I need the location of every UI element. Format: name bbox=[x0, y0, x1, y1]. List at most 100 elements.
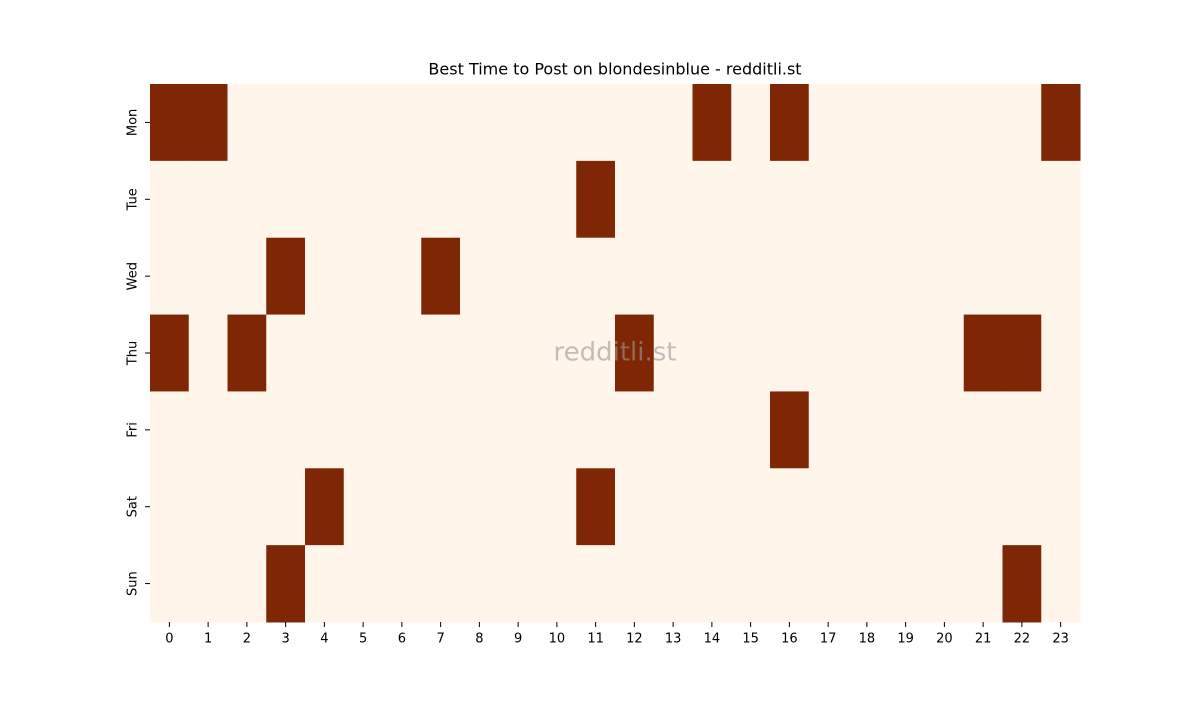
heatmap-cell bbox=[343, 545, 383, 623]
heatmap-cell bbox=[653, 237, 693, 316]
heatmap-cell bbox=[731, 314, 771, 392]
heatmap-cell bbox=[537, 391, 577, 469]
heatmap-cell bbox=[925, 84, 965, 162]
heatmap-cell bbox=[692, 314, 732, 392]
heatmap-cell bbox=[150, 84, 190, 162]
x-tick-label: 19 bbox=[897, 632, 914, 647]
heatmap-cell bbox=[1041, 468, 1081, 546]
x-tick-label: 11 bbox=[587, 632, 604, 647]
heatmap-cell bbox=[150, 545, 190, 623]
heatmap-cell bbox=[421, 391, 461, 469]
heatmap-cell bbox=[576, 391, 616, 469]
x-tick-label: 8 bbox=[475, 632, 483, 647]
heatmap-cell bbox=[847, 314, 887, 392]
heatmap-cell bbox=[576, 468, 616, 546]
heatmap-cell bbox=[498, 391, 538, 469]
heatmap-cell bbox=[498, 237, 538, 316]
heatmap-cell bbox=[925, 545, 965, 623]
y-tick-label: Thu bbox=[126, 341, 141, 366]
x-tick-label: 13 bbox=[665, 632, 682, 647]
heatmap-cell bbox=[537, 84, 577, 162]
heatmap-cell bbox=[343, 468, 383, 546]
heatmap-cell bbox=[770, 545, 810, 623]
heatmap-cell bbox=[963, 160, 1003, 239]
x-tick-label: 14 bbox=[704, 632, 721, 647]
y-tick-label: Fri bbox=[126, 422, 141, 438]
heatmap-cell bbox=[731, 160, 771, 239]
heatmap-cell bbox=[305, 237, 345, 316]
x-tick-label: 10 bbox=[549, 632, 566, 647]
heatmap-cell bbox=[615, 84, 655, 162]
y-tick-label: Sat bbox=[126, 496, 141, 517]
heatmap-cell bbox=[731, 237, 771, 316]
heatmap-cell bbox=[925, 391, 965, 469]
heatmap-cell bbox=[150, 468, 190, 546]
heatmap-cell bbox=[1041, 84, 1081, 162]
heatmap-cell bbox=[460, 545, 500, 623]
heatmap-cell bbox=[382, 160, 422, 239]
heatmap-cell bbox=[963, 314, 1003, 392]
heatmap-cell bbox=[150, 391, 190, 469]
heatmap-cell bbox=[847, 391, 887, 469]
heatmap-cell bbox=[847, 237, 887, 316]
heatmap-cell bbox=[615, 468, 655, 546]
heatmap-cell bbox=[421, 237, 461, 316]
heatmap-cell bbox=[498, 84, 538, 162]
heatmap-cell bbox=[692, 468, 732, 546]
x-tick-label: 21 bbox=[975, 632, 992, 647]
heatmap-cell bbox=[692, 391, 732, 469]
heatmap-cell bbox=[925, 160, 965, 239]
heatmap-cell bbox=[537, 468, 577, 546]
x-tick-label: 0 bbox=[165, 632, 173, 647]
heatmap-cell bbox=[227, 391, 267, 469]
heatmap-cell bbox=[808, 237, 848, 316]
heatmap-cell bbox=[770, 468, 810, 546]
heatmap-cell bbox=[1002, 314, 1042, 392]
y-tick-label: Tue bbox=[126, 188, 141, 211]
heatmap-cell bbox=[1002, 160, 1042, 239]
heatmap-cell bbox=[537, 314, 577, 392]
heatmap-cell bbox=[266, 160, 306, 239]
x-tick-label: 7 bbox=[436, 632, 444, 647]
x-tick-label: 15 bbox=[742, 632, 759, 647]
heatmap-cell bbox=[382, 237, 422, 316]
heatmap-cell bbox=[537, 237, 577, 316]
x-tick-label: 5 bbox=[359, 632, 367, 647]
heatmap-cell bbox=[576, 160, 616, 239]
heatmap-cell bbox=[498, 314, 538, 392]
heatmap-cell bbox=[537, 160, 577, 239]
heatmap-cell bbox=[886, 468, 926, 546]
heatmap-cell bbox=[1041, 391, 1081, 469]
heatmap-cell bbox=[1041, 237, 1081, 316]
heatmap-cell bbox=[731, 391, 771, 469]
heatmap-cell bbox=[886, 314, 926, 392]
heatmap-cell bbox=[886, 160, 926, 239]
x-tick-label: 16 bbox=[781, 632, 798, 647]
heatmap-cell bbox=[382, 84, 422, 162]
heatmap-cell bbox=[1041, 314, 1081, 392]
heatmap-cell bbox=[498, 160, 538, 239]
heatmap-cell bbox=[188, 391, 228, 469]
heatmap-cell bbox=[886, 391, 926, 469]
heatmap-cell bbox=[266, 468, 306, 546]
heatmap-cell bbox=[188, 314, 228, 392]
heatmap-cell bbox=[963, 468, 1003, 546]
heatmap-cell bbox=[150, 160, 190, 239]
heatmap-cell bbox=[460, 237, 500, 316]
heatmap-cell bbox=[498, 468, 538, 546]
heatmap-cell bbox=[963, 391, 1003, 469]
heatmap-cell bbox=[382, 468, 422, 546]
heatmap-cell bbox=[847, 84, 887, 162]
x-tick-label: 9 bbox=[514, 632, 522, 647]
heatmap-cell bbox=[227, 468, 267, 546]
heatmap-cell bbox=[770, 84, 810, 162]
heatmap-cell bbox=[343, 237, 383, 316]
heatmap-cell bbox=[963, 545, 1003, 623]
heatmap-cell bbox=[460, 391, 500, 469]
heatmap-cell bbox=[188, 84, 228, 162]
heatmap-cell bbox=[770, 237, 810, 316]
heatmap-cell bbox=[537, 545, 577, 623]
heatmap-cell bbox=[770, 160, 810, 239]
